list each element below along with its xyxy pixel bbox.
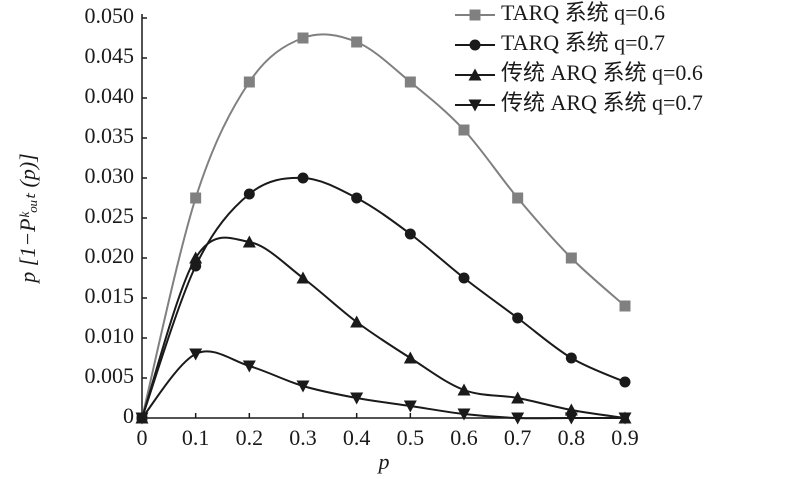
marker (511, 412, 525, 425)
marker (457, 408, 471, 421)
x-tick-label: 0.1 (182, 425, 210, 450)
y-tick-label: 0 (123, 403, 134, 428)
marker (351, 36, 363, 48)
x-tick-label: 0.4 (343, 425, 371, 450)
marker (351, 192, 363, 204)
marker (189, 251, 203, 264)
y-tick-label: 0.030 (85, 163, 135, 188)
marker (296, 380, 310, 393)
marker (242, 360, 256, 373)
marker (619, 376, 631, 388)
marker (242, 235, 256, 248)
y-tick-label: 0.045 (85, 43, 135, 68)
marker (404, 76, 416, 88)
y-tick-label: 0.035 (85, 123, 135, 148)
legend-marker (469, 39, 481, 51)
marker (135, 412, 149, 425)
marker (350, 392, 364, 405)
marker (457, 383, 471, 396)
y-tick-label: 0.050 (85, 3, 135, 28)
marker (403, 351, 417, 364)
x-tick-label: 0.7 (504, 425, 532, 450)
x-tick-label: 0.8 (558, 425, 586, 450)
x-tick-label: 0.5 (397, 425, 425, 450)
legend-label: 传统 ARQ 系统 q=0.7 (501, 90, 703, 115)
series-line (141, 176, 626, 419)
legend-label: TARQ 系统 q=0.6 (501, 0, 665, 25)
y-tick-label: 0.005 (85, 363, 135, 388)
legend-marker (468, 99, 482, 112)
marker (511, 391, 525, 404)
legend-marker (469, 9, 481, 21)
y-tick-label: 0.010 (85, 323, 135, 348)
marker (296, 271, 310, 284)
marker (243, 76, 255, 88)
marker (350, 315, 364, 328)
x-axis-label: p (377, 449, 390, 474)
series-line (141, 236, 626, 419)
marker (190, 192, 202, 204)
y-tick-label: 0.040 (85, 83, 135, 108)
marker (297, 32, 309, 44)
marker (189, 348, 203, 361)
marker (243, 188, 255, 200)
y-tick-label: 0.025 (85, 203, 135, 228)
x-tick-label: 0.6 (450, 425, 478, 450)
marker (512, 192, 524, 204)
marker (618, 412, 632, 425)
y-axis-label: p [1−Pᵏₒᵤₜ (p)] (15, 153, 40, 284)
legend-label: TARQ 系统 q=0.7 (501, 30, 665, 55)
marker (458, 124, 470, 136)
x-tick-label: 0 (137, 425, 148, 450)
marker (565, 352, 577, 364)
marker (565, 252, 577, 264)
marker (458, 272, 470, 284)
marker (564, 412, 578, 425)
x-tick-label: 0.9 (611, 425, 639, 450)
marker (297, 172, 309, 184)
marker (403, 400, 417, 413)
legend-label: 传统 ARQ 系统 q=0.6 (501, 60, 703, 85)
y-tick-label: 0.020 (85, 243, 135, 268)
y-tick-label: 0.015 (85, 283, 135, 308)
series-line (141, 350, 625, 420)
x-tick-label: 0.2 (236, 425, 264, 450)
marker (512, 312, 524, 324)
marker (404, 228, 416, 240)
x-tick-label: 0.3 (289, 425, 317, 450)
legend-marker (468, 68, 482, 81)
marker (619, 300, 631, 312)
